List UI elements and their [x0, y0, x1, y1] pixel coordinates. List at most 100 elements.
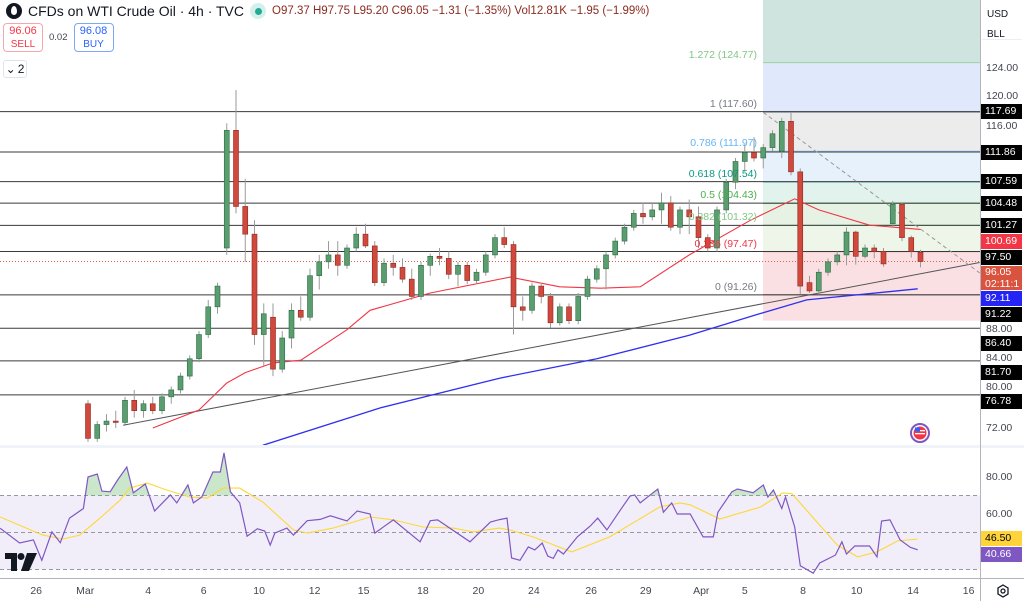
candle — [797, 168, 804, 295]
candle-body — [556, 306, 563, 324]
candle — [186, 355, 193, 380]
buy-button[interactable]: 96.08 BUY — [73, 23, 114, 52]
fib-label: 0.5 (104.43) — [700, 189, 757, 202]
candle-body — [279, 337, 286, 370]
moving-average-blue — [262, 288, 918, 445]
candle-body — [852, 231, 859, 257]
trade-buttons: 96.06 SELL 0.02 96.08 BUY — [3, 23, 114, 52]
rsi-line — [0, 452, 918, 575]
close-value: 96.05 — [399, 5, 429, 17]
fib-label: 0.618 (107.54) — [688, 167, 757, 180]
indicator-count: 2 — [17, 62, 25, 76]
candle-body — [140, 403, 147, 411]
spread-value: 0.02 — [49, 32, 68, 43]
candle-body — [806, 282, 813, 292]
fib-band — [763, 151, 980, 182]
time-tick: 10 — [253, 585, 265, 597]
candle-body — [122, 400, 128, 423]
panel-separator[interactable] — [0, 445, 1024, 448]
candle — [473, 268, 480, 284]
price-tag: 117.69 — [981, 104, 1022, 120]
volume-change: −1.95 (−1.99%) — [570, 5, 650, 17]
candle — [695, 206, 702, 248]
candle-body — [168, 389, 175, 398]
low-value: 95.20 — [359, 5, 389, 17]
fib-band — [763, 112, 980, 152]
rsi-ma-line — [0, 482, 918, 558]
candle-body — [714, 209, 720, 249]
candle-body — [85, 403, 91, 439]
candle — [455, 261, 461, 287]
indicators-toggle-button[interactable]: ⌄ 2 — [3, 60, 27, 78]
volume-value: 12.81K — [530, 5, 567, 17]
candle-body — [482, 254, 489, 273]
rsi-tick: 60.00 — [986, 508, 1013, 520]
candle — [140, 400, 147, 418]
candle — [501, 227, 508, 248]
candle — [316, 254, 323, 290]
candle — [427, 253, 434, 276]
candle-body — [723, 181, 730, 211]
price-tag: 107.59 — [981, 174, 1022, 190]
candle-body — [325, 254, 332, 263]
rsi-tag: 46.50 — [981, 531, 1022, 547]
candle — [103, 414, 110, 432]
candle — [575, 292, 582, 325]
candle — [279, 331, 286, 373]
candle — [510, 241, 517, 335]
symbol-title[interactable]: CFDs on WTI Crude Oil · 4h · TVC — [28, 3, 245, 19]
price-tag: 97.50 — [981, 249, 1022, 265]
price-tag: 76.78 — [981, 393, 1022, 409]
unit-label: BLL — [987, 29, 1005, 40]
fib-label: 0.786 (111.97) — [690, 137, 757, 150]
rsi-chart[interactable] — [0, 448, 980, 578]
price-tag: 100.69 — [981, 233, 1022, 249]
candle-body — [427, 256, 434, 266]
candle — [168, 386, 175, 404]
candle-body — [251, 233, 258, 335]
rsi-overbought-fill — [0, 452, 918, 496]
candle-body — [399, 267, 406, 280]
time-tick: Apr — [693, 585, 710, 597]
price-tag: 101.27 — [981, 217, 1022, 233]
candle — [871, 244, 878, 259]
candle-body — [94, 424, 101, 439]
candle — [760, 144, 767, 169]
sell-button[interactable]: 96.06 SELL — [3, 23, 43, 52]
candle-body — [260, 313, 267, 335]
candle — [741, 144, 748, 172]
fib-band — [763, 0, 980, 63]
candle — [353, 227, 360, 252]
candle-body — [390, 262, 397, 268]
tradingview-logo[interactable] — [5, 553, 37, 571]
candle — [621, 223, 628, 245]
time-tick: 14 — [907, 585, 919, 597]
candle — [270, 303, 276, 377]
candle — [260, 303, 267, 366]
candle-body — [362, 233, 369, 247]
price-tag: 81.70 — [981, 364, 1022, 380]
candle — [908, 235, 915, 258]
ohlc-values: O97.37 H97.75 L95.20 C96.05 −1.31 (−1.35… — [272, 5, 649, 17]
rsi-tick: 80.00 — [986, 471, 1013, 483]
candle-body — [732, 161, 739, 183]
us-flag-icon[interactable] — [909, 423, 931, 443]
currency-unit-button[interactable]: USD BLL — [982, 0, 1022, 40]
candle — [880, 247, 887, 267]
candle-body — [741, 152, 748, 162]
fib-label: 0.236 (97.47) — [694, 237, 757, 250]
candle-body — [492, 237, 498, 256]
candle — [704, 234, 711, 252]
price-chart[interactable] — [0, 0, 980, 445]
time-tick: 26 — [30, 585, 43, 597]
candle-body — [223, 130, 230, 249]
gear-icon[interactable] — [996, 584, 1010, 598]
candle-body — [464, 265, 471, 281]
candle-body — [704, 237, 711, 249]
candle-body — [751, 152, 757, 159]
candle-body — [455, 265, 461, 275]
bar-countdown: 02:11:1 — [985, 277, 1020, 290]
candle-body — [908, 237, 915, 252]
candle-body — [630, 213, 637, 228]
candle — [519, 296, 526, 321]
